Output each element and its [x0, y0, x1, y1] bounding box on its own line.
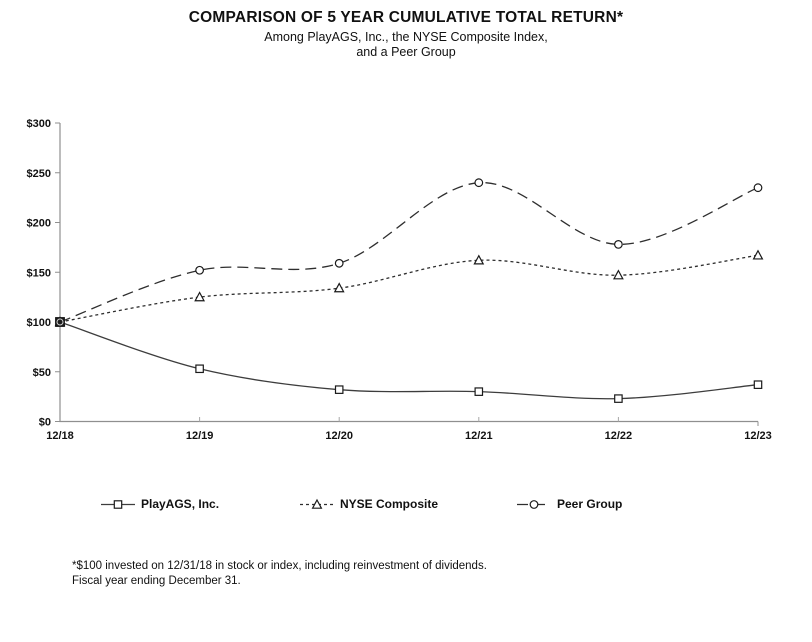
square-marker	[753, 380, 763, 389]
square-marker	[334, 385, 344, 394]
x-tick-label: 12/23	[744, 430, 772, 442]
x-tick-label: 12/21	[465, 430, 493, 442]
legend-item-nyse-composite: NYSE Composite	[299, 496, 438, 511]
legend-item-playags-inc: PlayAGS, Inc.	[100, 496, 219, 511]
triangle-marker	[612, 269, 624, 280]
chart-subtitle: Among PlayAGS, Inc., the NYSE Composite …	[0, 30, 812, 60]
y-tick-label: $300	[27, 118, 51, 130]
circle-icon	[529, 499, 539, 509]
chart-title: COMPARISON OF 5 YEAR CUMULATIVE TOTAL RE…	[188, 9, 624, 26]
legend-label: PlayAGS, Inc.	[141, 496, 220, 511]
series-peer-group	[55, 178, 763, 327]
footnote-line2: Fiscal year ending December 31.	[72, 574, 241, 587]
square-legend-swatch-icon	[101, 499, 135, 509]
series-line	[59, 321, 759, 400]
circle-marker	[753, 183, 763, 193]
series-playags-inc	[55, 317, 763, 403]
legend-label: Peer Group	[557, 496, 623, 511]
y-tick-label: $150	[27, 267, 51, 279]
x-tick-label: 12/18	[46, 430, 74, 442]
chart-header: COMPARISON OF 5 YEAR CUMULATIVE TOTAL RE…	[0, 9, 812, 60]
triangle-marker	[752, 249, 764, 260]
footnote-line1: *$100 invested on 12/31/18 in stock or i…	[72, 560, 487, 572]
triangle-icon	[311, 498, 323, 509]
circle-marker	[334, 258, 344, 268]
y-tick-label: $50	[33, 367, 51, 379]
chart-legend: PlayAGS, Inc. NYSE Composite Peer Group	[0, 496, 812, 512]
circle-marker	[56, 318, 64, 326]
square-marker	[55, 317, 65, 327]
triangle-marker	[194, 291, 206, 302]
triangle-marker	[333, 282, 345, 293]
x-tick-label: 12/22	[605, 430, 633, 442]
series-line	[59, 254, 759, 323]
x-tick-label: 12/20	[325, 430, 353, 442]
legend-label: NYSE Composite	[340, 496, 439, 511]
triangle-legend-swatch-icon	[300, 498, 334, 509]
square-icon	[113, 499, 123, 509]
circle-marker	[195, 265, 205, 275]
x-tick-label: 12/19	[186, 430, 214, 442]
start-point-overlap	[55, 317, 65, 327]
circle-marker	[614, 239, 623, 249]
square-marker	[614, 394, 623, 403]
series-nyse-composite	[54, 249, 764, 327]
y-tick-label: $200	[27, 218, 51, 230]
y-tick-label: $100	[27, 317, 51, 329]
chart-subtitle-line2: and a Peer Group	[356, 44, 456, 59]
triangle-marker	[473, 254, 485, 265]
y-tick-label: $0	[39, 417, 51, 429]
chart-footnote: *$100 invested on 12/31/18 in stock or i…	[72, 559, 487, 589]
square-marker	[195, 364, 204, 374]
square-marker	[474, 387, 484, 396]
series-line	[59, 182, 759, 323]
chart-subtitle-line1: Among PlayAGS, Inc., the NYSE Composite …	[264, 30, 548, 44]
y-tick-label: $250	[27, 168, 51, 180]
legend-item-peer-group: Peer Group	[516, 496, 622, 511]
circle-marker	[474, 178, 484, 188]
circle-legend-swatch-icon	[517, 499, 551, 509]
